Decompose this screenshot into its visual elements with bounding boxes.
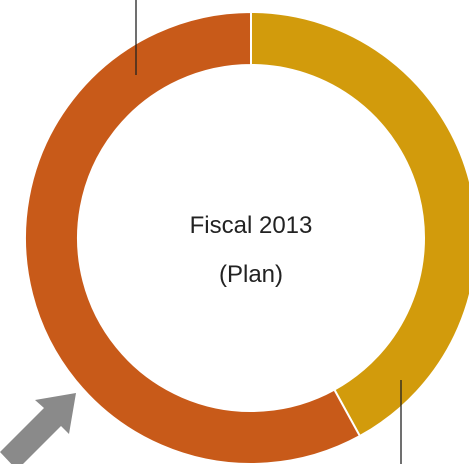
donut-slice-1 [250,10,469,438]
arrow-up-right-icon [0,393,76,464]
donut-slice-2 [24,10,362,464]
center-label-line-2: (Plan) [219,261,283,288]
donut-slices [24,10,469,464]
center-label-line-1: Fiscal 2013 [190,212,313,239]
